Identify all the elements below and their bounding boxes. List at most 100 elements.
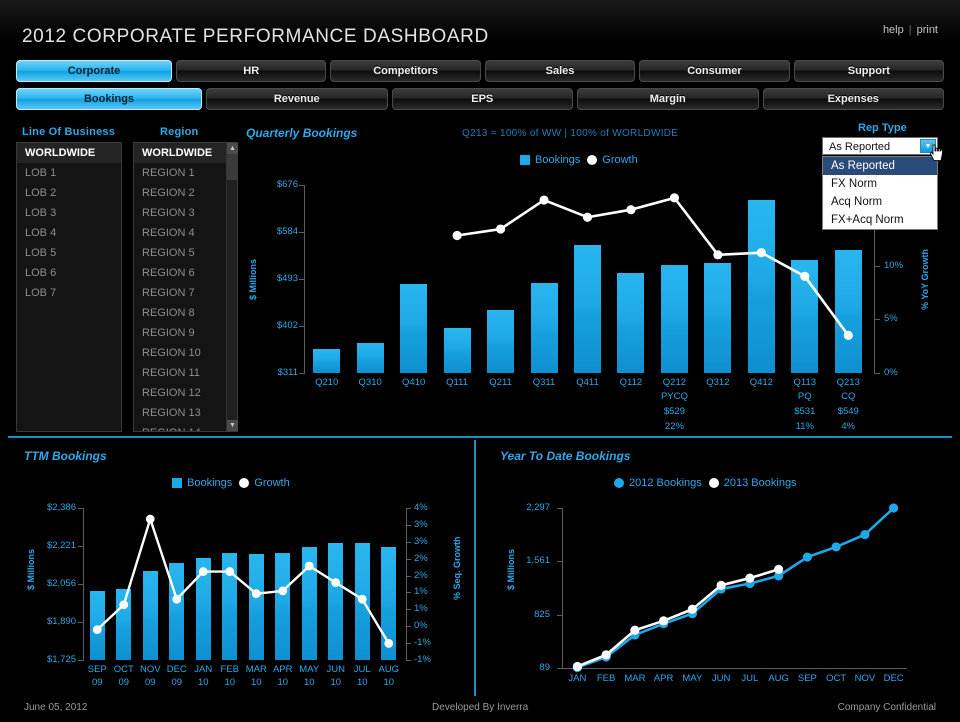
region-option[interactable]: REGION 8 bbox=[142, 307, 195, 319]
rep-type-select[interactable]: As Reported ▼ bbox=[822, 137, 938, 155]
lob-option[interactable]: LOB 1 bbox=[25, 167, 57, 179]
axis-tick-mark bbox=[874, 319, 880, 321]
quarterly-x-label: Q213 bbox=[836, 377, 860, 388]
axis-tick-mark bbox=[557, 508, 563, 509]
bar[interactable] bbox=[275, 552, 291, 660]
ttm-y2-tick: 1% bbox=[414, 603, 428, 615]
quarterly-bookings-note: Q213 = 100% of WW | 100% of WORLDWIDE bbox=[462, 128, 679, 139]
footer-date: June 05, 2012 bbox=[24, 702, 88, 713]
tab-sales[interactable]: Sales bbox=[484, 60, 636, 82]
bar[interactable] bbox=[574, 244, 601, 373]
scrollbar-thumb[interactable] bbox=[227, 154, 238, 180]
region-option[interactable]: REGION 10 bbox=[142, 347, 201, 359]
bar[interactable] bbox=[443, 328, 471, 373]
line-of-business-list[interactable]: WORLDWIDE LOB 1 LOB 2 LOB 3 LOB 4 LOB 5 LOB 6 L… bbox=[16, 142, 122, 432]
ttm-x-label: JUN bbox=[326, 664, 345, 675]
tab-corporate[interactable]: Corporate bbox=[16, 60, 172, 82]
quarterly-x-label: Q210 bbox=[315, 377, 339, 388]
bar[interactable] bbox=[487, 309, 515, 373]
bar[interactable] bbox=[222, 552, 238, 660]
lob-option[interactable]: LOB 5 bbox=[25, 247, 57, 259]
tab-expenses[interactable]: Expenses bbox=[762, 88, 944, 110]
region-option[interactable]: REGION 7 bbox=[142, 287, 195, 299]
ttm-y2-tick: 2% bbox=[414, 569, 428, 581]
legend-item-ttm-growth: Growth bbox=[239, 477, 290, 489]
ttm-x-label: JAN bbox=[194, 664, 213, 675]
bar[interactable] bbox=[328, 543, 344, 660]
region-option[interactable]: REGION 14 bbox=[134, 423, 237, 431]
quarterly-y2-tick: 5% bbox=[884, 313, 898, 325]
bar[interactable] bbox=[834, 250, 862, 373]
legend-label-growth: Growth bbox=[602, 154, 638, 166]
bar[interactable] bbox=[400, 283, 428, 373]
region-option[interactable]: REGION 3 bbox=[142, 207, 195, 219]
tab-hr[interactable]: HR bbox=[176, 60, 327, 82]
region-option[interactable]: WORLDWIDE bbox=[134, 143, 237, 163]
bar[interactable] bbox=[248, 554, 264, 660]
ytd-x-axis-line bbox=[562, 668, 907, 669]
bar[interactable] bbox=[530, 283, 558, 373]
help-link[interactable]: help bbox=[882, 24, 904, 36]
tab-revenue[interactable]: Revenue bbox=[206, 88, 388, 110]
region-option[interactable]: REGION 1 bbox=[142, 167, 195, 179]
axis-tick-mark bbox=[406, 592, 411, 594]
rep-type-option[interactable]: FX Norm bbox=[831, 178, 877, 190]
lob-option[interactable]: WORLDWIDE bbox=[17, 143, 121, 163]
region-option[interactable]: REGION 2 bbox=[142, 187, 195, 199]
ytd-y-axis-line bbox=[562, 508, 563, 668]
ttm-x-label: FEB bbox=[220, 664, 239, 675]
lob-option[interactable]: LOB 3 bbox=[25, 207, 57, 219]
region-list-scrollbar[interactable]: ▲ ▼ bbox=[226, 143, 238, 431]
ttm-x-label: AUG bbox=[378, 664, 400, 675]
tab-bookings[interactable]: Bookings bbox=[16, 88, 202, 110]
axis-tick-mark bbox=[406, 508, 411, 509]
region-option[interactable]: REGION 6 bbox=[142, 267, 195, 279]
quarterly-x-label: Q412 bbox=[749, 377, 773, 388]
quarterly-x-label: Q212 bbox=[662, 377, 687, 388]
bar[interactable] bbox=[313, 349, 341, 373]
tab-margin[interactable]: Margin bbox=[577, 88, 759, 110]
bar[interactable] bbox=[660, 264, 688, 373]
tab-competitors[interactable]: Competitors bbox=[330, 60, 481, 82]
tab-support[interactable]: Support bbox=[793, 60, 945, 82]
rep-type-option[interactable]: Acq Norm bbox=[831, 196, 883, 208]
region-option[interactable]: REGION 4 bbox=[142, 227, 195, 239]
rep-type-option[interactable]: As Reported bbox=[823, 157, 937, 175]
ytd-x-label: MAY bbox=[682, 673, 703, 684]
bar[interactable] bbox=[356, 343, 384, 373]
bar[interactable] bbox=[195, 557, 211, 660]
quarterly-x-annotation: $531 bbox=[794, 406, 816, 417]
axis-tick-mark bbox=[406, 558, 411, 560]
region-option[interactable]: REGION 5 bbox=[142, 247, 195, 259]
region-option[interactable]: REGION 9 bbox=[142, 327, 195, 339]
tab-consumer[interactable]: Consumer bbox=[639, 60, 790, 82]
quarterly-bookings-legend: Bookings Growth bbox=[520, 154, 638, 166]
rep-type-dropdown-menu[interactable]: As Reported FX Norm Acq Norm FX+Acq Norm bbox=[822, 156, 938, 230]
region-option[interactable]: REGION 12 bbox=[142, 387, 201, 399]
axis-tick-mark bbox=[557, 561, 563, 563]
region-option[interactable]: REGION 13 bbox=[142, 407, 201, 419]
lob-option[interactable]: LOB 7 bbox=[25, 287, 57, 299]
ttm-y2-tick: 0% bbox=[414, 620, 428, 632]
rep-type-option[interactable]: FX+Acq Norm bbox=[831, 214, 904, 226]
scroll-up-arrow[interactable]: ▲ bbox=[227, 143, 238, 154]
region-option[interactable]: REGION 11 bbox=[142, 367, 200, 379]
tab-eps[interactable]: EPS bbox=[391, 88, 573, 110]
bar[interactable] bbox=[301, 547, 317, 660]
bar[interactable] bbox=[617, 272, 645, 373]
bar[interactable] bbox=[142, 570, 158, 660]
bar[interactable] bbox=[704, 262, 732, 373]
quarterly-x-annotation: $529 bbox=[663, 406, 685, 417]
quarterly-x-annotation: PYCQ bbox=[660, 391, 688, 402]
scroll-down-arrow[interactable]: ▼ bbox=[227, 420, 238, 431]
bar[interactable] bbox=[381, 547, 397, 660]
region-list[interactable]: WORLDWIDE REGION 1 REGION 2 REGION 3 REGION … bbox=[133, 142, 238, 432]
print-link[interactable]: print bbox=[916, 24, 938, 36]
lob-option[interactable]: LOB 6 bbox=[25, 267, 57, 279]
lob-option[interactable]: LOB 4 bbox=[25, 227, 57, 239]
lob-option[interactable]: LOB 2 bbox=[25, 187, 57, 199]
axis-tick-mark bbox=[406, 541, 411, 543]
divider-top bbox=[8, 436, 952, 438]
bar[interactable] bbox=[747, 200, 775, 373]
